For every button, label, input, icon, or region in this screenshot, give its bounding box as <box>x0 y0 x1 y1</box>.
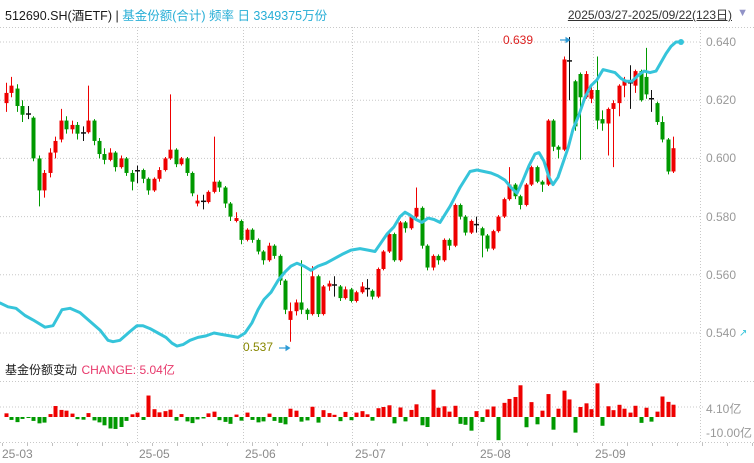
low-annotation-label: 0.537 <box>243 340 274 354</box>
x-tick-25-05: 25-05 <box>139 447 170 461</box>
x-tick-25-08: 25-08 <box>480 447 511 461</box>
share-line-axis-marker-icon: ↗ <box>739 328 748 339</box>
volume-panel-header: 基金份额变动 CHANGE: 5.04亿 <box>5 361 175 379</box>
title-separator: | <box>111 9 123 23</box>
date-range-label[interactable]: 2025/03/27-2025/09/22(123日) <box>567 8 732 22</box>
ticker-title: 512690.SH(酒ETF) <box>5 9 112 23</box>
x-tick-25-03: 25-03 <box>2 447 33 461</box>
volume-panel-title: 基金份额变动 <box>5 363 78 377</box>
price-tick-0640: 0.640 <box>706 35 737 49</box>
chart-header: 512690.SH(酒ETF) | 基金份额(合计) 频率 日 3349375万… <box>5 5 327 24</box>
price-tick-0560: 0.560 <box>706 268 737 282</box>
price-tick-0580: 0.580 <box>706 210 737 224</box>
bar-axis-lower-label: -10.00亿 <box>706 426 753 440</box>
x-tick-25-09: 25-09 <box>595 447 626 461</box>
x-tick-25-07: 25-07 <box>355 447 386 461</box>
chevron-down-icon[interactable]: ▼ <box>737 7 748 19</box>
high-annotation-label: 0.639 <box>503 33 534 47</box>
price-tick-0540: 0.540 <box>706 326 737 340</box>
date-range-selector[interactable]: 2025/03/27-2025/09/22(123日) <box>568 6 732 24</box>
bar-axis-upper-label: 4.10亿 <box>706 402 742 416</box>
price-tick-0600: 0.600 <box>706 151 737 165</box>
change-value-label: CHANGE: 5.04亿 <box>81 363 175 377</box>
series-subtitle: 基金份额(合计) 频率 日 3349375万份 <box>122 9 328 23</box>
price-tick-0620: 0.620 <box>706 93 737 107</box>
x-tick-25-06: 25-06 <box>245 447 276 461</box>
